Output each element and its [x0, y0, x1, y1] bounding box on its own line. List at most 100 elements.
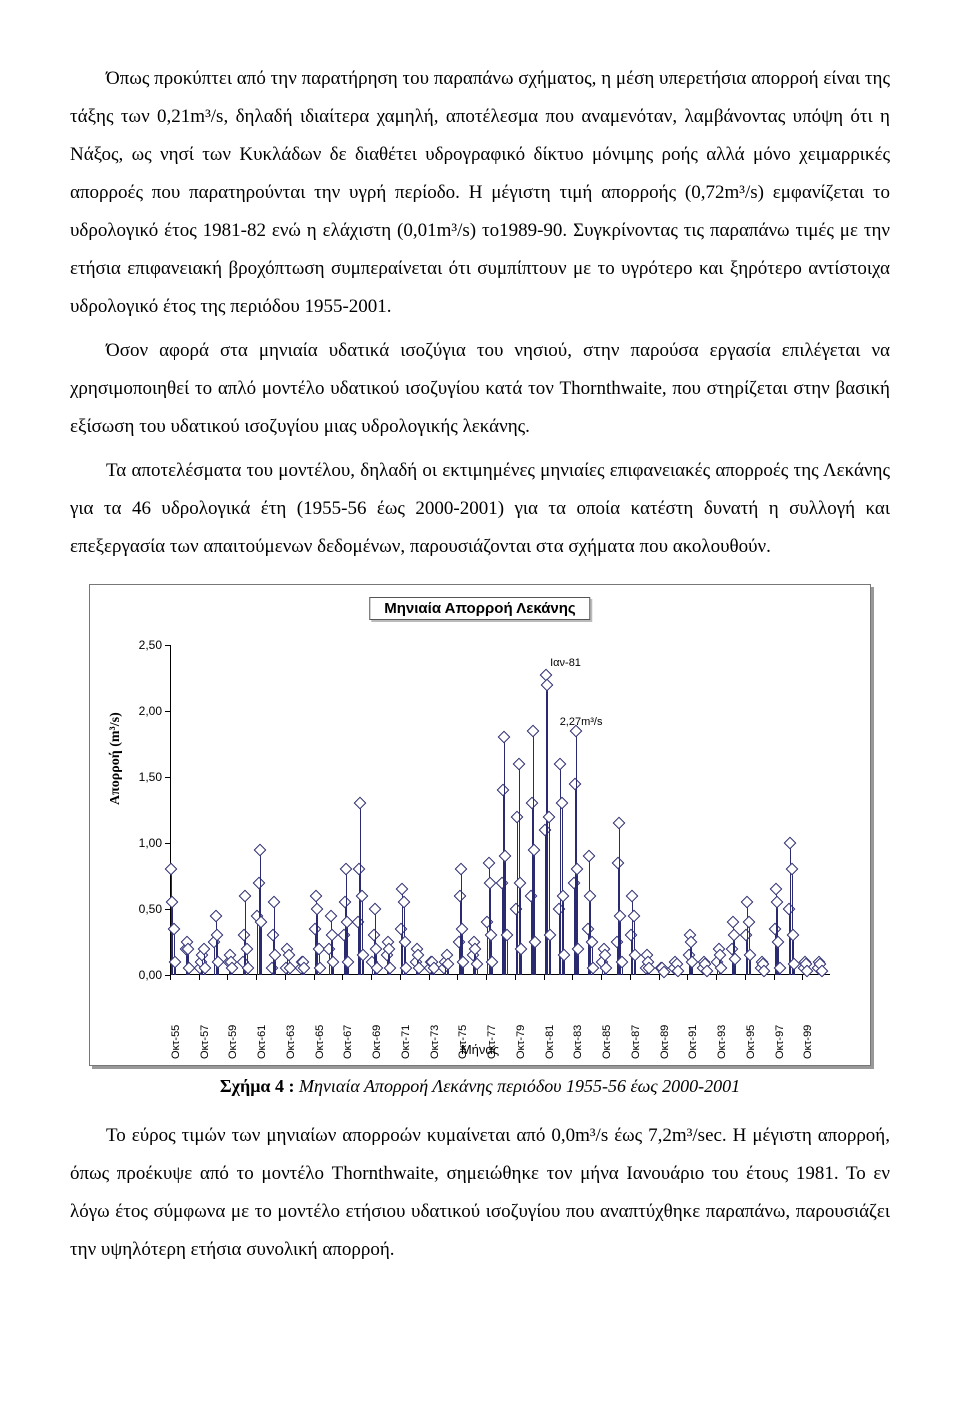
marker — [240, 942, 253, 955]
stem — [261, 922, 262, 975]
marker — [527, 724, 540, 737]
marker — [511, 810, 524, 823]
marker — [456, 922, 469, 935]
xtick-label: Οκτ-81 — [544, 1025, 556, 1059]
paragraph-4: Το εύρος τιμών των μηνιαίων απορροών κυμ… — [70, 1117, 890, 1269]
ytick-label: 0,50 — [122, 902, 162, 916]
marker — [626, 889, 639, 902]
marker — [497, 784, 510, 797]
xtick-label: Οκτ-73 — [429, 1025, 441, 1059]
xtick-label: Οκτ-57 — [199, 1025, 211, 1059]
marker — [785, 863, 798, 876]
xtick-label: Οκτ-97 — [774, 1025, 786, 1059]
marker — [453, 889, 466, 902]
paragraph-2: Όσον αφορά στα μηνιαία υδατικά ισοζύγια … — [70, 332, 890, 446]
marker — [541, 678, 554, 691]
xtick-label: Οκτ-99 — [802, 1025, 814, 1059]
chart-ylabel: Απορροή (m³/s) — [108, 712, 124, 805]
marker — [625, 929, 638, 942]
paragraph-3: Τα αποτελέσματα του μοντέλου, δηλαδή οι … — [70, 452, 890, 566]
marker — [209, 909, 222, 922]
marker — [368, 903, 381, 916]
chart-annotation: 2,27m³/s — [560, 716, 603, 728]
xtick-label: Οκτ-89 — [659, 1025, 671, 1059]
xtick-label: Οκτ-61 — [256, 1025, 268, 1059]
ytick-label: 1,50 — [122, 770, 162, 784]
xtick-label: Οκτ-71 — [400, 1025, 412, 1059]
marker — [482, 856, 495, 869]
marker — [339, 896, 352, 909]
marker — [370, 942, 383, 955]
marker — [499, 850, 512, 863]
marker — [269, 949, 282, 962]
marker — [612, 856, 625, 869]
marker — [252, 876, 265, 889]
chart-plot-area: 0,000,501,001,502,002,50Οκτ-55Οκτ-57Οκτ-… — [170, 645, 830, 975]
marker — [542, 810, 555, 823]
xtick-label: Οκτ-55 — [170, 1025, 182, 1059]
marker — [728, 929, 741, 942]
marker — [455, 863, 468, 876]
marker — [740, 929, 753, 942]
monthly-runoff-chart: Μηνιαία Απορροή Λεκάνης Απορροή (m³/s) 0… — [89, 584, 871, 1066]
xtick-label: Οκτ-85 — [601, 1025, 613, 1059]
marker — [238, 929, 251, 942]
marker — [555, 797, 568, 810]
marker — [770, 883, 783, 896]
marker — [253, 843, 266, 856]
marker — [481, 916, 494, 929]
xtick-label: Οκτ-59 — [227, 1025, 239, 1059]
marker — [742, 916, 755, 929]
marker — [512, 757, 525, 770]
marker — [568, 777, 581, 790]
ytick-label: 0,00 — [122, 968, 162, 982]
marker — [783, 903, 796, 916]
xtick-label: Οκτ-93 — [716, 1025, 728, 1059]
marker — [396, 883, 409, 896]
marker — [323, 942, 336, 955]
marker — [571, 863, 584, 876]
marker — [557, 889, 570, 902]
marker — [166, 896, 179, 909]
ytick-label: 2,00 — [122, 704, 162, 718]
marker — [584, 889, 597, 902]
marker — [355, 889, 368, 902]
marker — [613, 817, 626, 830]
caption-label: Σχήμα 4 : — [220, 1076, 295, 1096]
marker — [614, 909, 627, 922]
chart-xlabel: Μήνας — [461, 1042, 499, 1057]
marker — [395, 922, 408, 935]
marker — [727, 916, 740, 929]
marker — [165, 863, 178, 876]
xtick-label: Οκτ-79 — [515, 1025, 527, 1059]
marker — [498, 731, 511, 744]
caption-text: Μηνιαία Απορροή Λεκάνης περιόδου 1955-56… — [294, 1076, 740, 1096]
figure-caption: Σχήμα 4 : Μηνιαία Απορροή Λεκάνης περιόδ… — [70, 1076, 890, 1097]
chart-title: Μηνιαία Απορροή Λεκάνης — [369, 597, 590, 620]
chart-annotation: Ιαν-81 — [550, 657, 581, 669]
ytick-label: 1,00 — [122, 836, 162, 850]
marker — [583, 850, 596, 863]
paragraph-1: Όπως προκύπτει από την παρατήρηση του πα… — [70, 60, 890, 326]
marker — [325, 929, 338, 942]
xtick-label: Οκτ-83 — [572, 1025, 584, 1059]
marker — [627, 909, 640, 922]
xtick-label: Οκτ-87 — [630, 1025, 642, 1059]
marker — [324, 909, 337, 922]
marker — [354, 797, 367, 810]
xtick-label: Οκτ-95 — [745, 1025, 757, 1059]
xtick-label: Οκτ-91 — [687, 1025, 699, 1059]
marker — [268, 896, 281, 909]
marker — [513, 876, 526, 889]
marker — [784, 837, 797, 850]
marker — [309, 922, 322, 935]
marker — [769, 922, 782, 935]
marker — [340, 863, 353, 876]
marker — [528, 843, 541, 856]
marker — [311, 903, 324, 916]
marker — [367, 929, 380, 942]
marker — [741, 896, 754, 909]
marker — [310, 889, 323, 902]
marker — [267, 929, 280, 942]
marker — [353, 863, 366, 876]
